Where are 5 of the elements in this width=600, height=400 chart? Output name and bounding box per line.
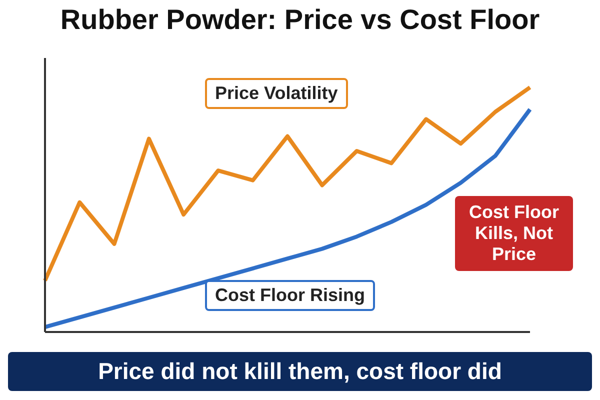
text: Price Volatility bbox=[205, 78, 348, 109]
series-label: Cost Floor Rising bbox=[205, 280, 375, 311]
annotation: Cost Floor Kills, Not Price bbox=[455, 196, 573, 271]
chart-title: Rubber Powder: Price vs Cost Floor bbox=[59, 4, 541, 36]
text: Price did not klill them, cost floor did bbox=[8, 352, 592, 391]
